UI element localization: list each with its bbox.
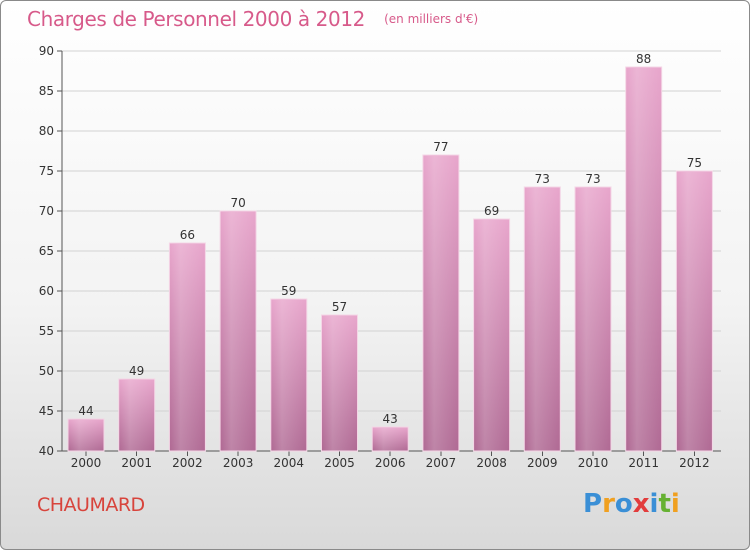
data-label-2010: 73 xyxy=(585,172,600,186)
bar-highlight xyxy=(221,212,256,451)
x-tick-label-2012: 2012 xyxy=(679,456,710,470)
y-tick-label: 90 xyxy=(39,44,54,58)
y-tick-label: 60 xyxy=(39,284,54,298)
data-label-2004: 59 xyxy=(281,284,296,298)
data-label-2001: 49 xyxy=(129,364,144,378)
y-tick-label: 85 xyxy=(39,84,54,98)
x-tick-label-2004: 2004 xyxy=(274,456,305,470)
x-tick-label-2010: 2010 xyxy=(578,456,609,470)
data-label-2003: 70 xyxy=(230,196,245,210)
y-tick-label: 45 xyxy=(39,404,54,418)
bar-highlight xyxy=(525,188,560,451)
logo-letter: P xyxy=(583,489,603,519)
labels-layer: 44 2000 49 2001 66 2002 70 2003 59 2004 57 2005 43 20… xyxy=(71,52,710,470)
data-label-2002: 66 xyxy=(180,228,195,242)
x-tick-label-2008: 2008 xyxy=(476,456,507,470)
data-label-2000: 44 xyxy=(78,404,93,418)
x-tick-label-2002: 2002 xyxy=(172,456,203,470)
bar-highlight xyxy=(373,428,408,451)
bar-highlight xyxy=(474,220,509,451)
chart-title: Charges de Personnel 2000 à 2012 xyxy=(27,7,365,31)
y-tick-label: 80 xyxy=(39,124,54,138)
bar-highlight xyxy=(677,172,712,451)
bar-highlight xyxy=(69,420,103,451)
y-tick-label: 55 xyxy=(39,324,54,338)
data-label-2009: 73 xyxy=(535,172,550,186)
data-label-2011: 88 xyxy=(636,52,651,66)
commune-name: CHAUMARD xyxy=(37,494,145,516)
logo-letter: i xyxy=(670,489,680,519)
data-label-2007: 77 xyxy=(433,140,448,154)
chart-subtitle: (en milliers d'€) xyxy=(384,12,479,26)
data-label-2006: 43 xyxy=(383,412,398,426)
x-tick-label-2006: 2006 xyxy=(375,456,406,470)
x-tick-label-2009: 2009 xyxy=(527,456,558,470)
bar-highlight xyxy=(119,380,154,451)
y-tick-label: 70 xyxy=(39,204,54,218)
title-row: Charges de Personnel 2000 à 2012 (en mil… xyxy=(27,7,478,31)
data-label-2008: 69 xyxy=(484,204,499,218)
bars-layer xyxy=(67,66,713,452)
x-tick-label-2000: 2000 xyxy=(71,456,102,470)
bar-highlight xyxy=(423,156,458,451)
bar-highlight xyxy=(170,244,205,451)
x-tick-label-2005: 2005 xyxy=(324,456,355,470)
data-label-2012: 75 xyxy=(687,156,702,170)
grid-layer xyxy=(62,50,721,452)
proxiti-logo: Proxiti xyxy=(583,489,680,519)
logo-letter: r xyxy=(602,489,615,519)
logo-letter: i xyxy=(649,489,659,519)
logo-letter: t xyxy=(658,489,671,519)
y-tick-label: 40 xyxy=(39,444,54,458)
y-tick-label: 50 xyxy=(39,364,54,378)
y-tick-label: 75 xyxy=(39,164,54,178)
logo-letter: o xyxy=(614,489,633,519)
bar-highlight xyxy=(576,188,610,451)
x-tick-label-2003: 2003 xyxy=(223,456,254,470)
x-tick-label-2001: 2001 xyxy=(121,456,152,470)
x-tick-label-2007: 2007 xyxy=(426,456,457,470)
data-label-2005: 57 xyxy=(332,300,347,314)
bar-highlight xyxy=(271,300,306,451)
bar-highlight xyxy=(322,316,357,451)
y-tick-label: 65 xyxy=(39,244,54,258)
bar-highlight xyxy=(626,68,661,451)
logo-letter: x xyxy=(632,489,650,519)
x-tick-label-2011: 2011 xyxy=(628,456,659,470)
